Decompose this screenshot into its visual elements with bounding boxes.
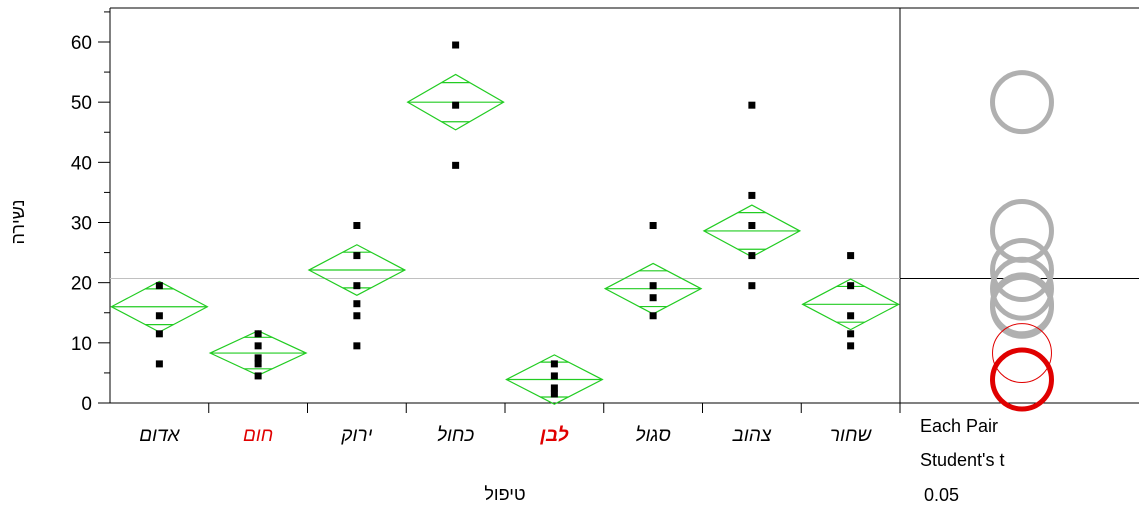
comparison-circle xyxy=(990,238,1054,303)
y-tick-label: 40 xyxy=(71,153,92,174)
means-diamonds xyxy=(110,73,900,405)
data-point xyxy=(748,252,756,260)
means-diamond xyxy=(307,244,407,296)
data-point xyxy=(353,282,361,290)
data-point xyxy=(550,360,558,368)
data-point xyxy=(254,342,262,350)
category-label: שחור xyxy=(830,425,873,446)
data-point xyxy=(254,372,262,380)
data-point xyxy=(748,282,756,290)
data-point xyxy=(649,312,657,320)
data-point xyxy=(550,384,558,392)
data-point xyxy=(254,354,262,362)
means-diamond xyxy=(702,204,802,258)
data-point xyxy=(353,312,361,320)
y-tick-label: 20 xyxy=(71,274,92,295)
x-axis: אדום חום ירוק כחול לבן סגול צהוב שחור xyxy=(139,403,901,446)
data-point xyxy=(847,252,855,260)
category-label: צהוב xyxy=(732,425,772,446)
comparison-circles xyxy=(990,70,1054,412)
data-point xyxy=(748,101,756,109)
y-tick-label: 30 xyxy=(71,214,92,235)
side-label-students-t: Student's t xyxy=(920,450,1005,470)
data-point xyxy=(847,342,855,350)
y-tick-label: 50 xyxy=(71,93,92,114)
data-point xyxy=(649,222,657,230)
data-point xyxy=(847,330,855,338)
data-point xyxy=(452,161,460,169)
comparison-circle xyxy=(990,274,1054,339)
data-point xyxy=(649,282,657,290)
data-point xyxy=(550,372,558,380)
data-point xyxy=(649,294,657,302)
data-point xyxy=(254,360,262,368)
data-point xyxy=(353,300,361,308)
category-label: סגול xyxy=(635,425,671,446)
data-point xyxy=(353,342,361,350)
data-point xyxy=(353,222,361,230)
data-point xyxy=(748,191,756,199)
y-axis: 0 10 20 30 40 50 60 xyxy=(71,11,110,415)
data-point xyxy=(550,390,558,398)
data-point xyxy=(748,222,756,230)
data-point xyxy=(353,252,361,260)
y-axis-title: נשירה xyxy=(8,200,28,245)
data-point xyxy=(452,101,460,109)
data-point xyxy=(155,330,163,338)
category-label: חום xyxy=(243,425,273,446)
data-point xyxy=(452,41,460,49)
comparison-circle xyxy=(990,347,1054,412)
side-label-each-pair: Each Pair xyxy=(920,416,998,436)
data-point xyxy=(847,312,855,320)
x-axis-title: טיפול xyxy=(484,484,525,504)
data-points xyxy=(155,41,855,398)
y-tick-label: 10 xyxy=(71,334,92,355)
data-point xyxy=(155,360,163,368)
y-tick-label: 60 xyxy=(71,33,92,54)
data-point xyxy=(847,282,855,290)
plot-frame xyxy=(109,7,1139,404)
side-label-alpha: 0.05 xyxy=(924,485,959,505)
category-label: לבן xyxy=(539,425,569,446)
data-point xyxy=(155,282,163,290)
category-label: אדום xyxy=(139,425,180,446)
comparison-circle xyxy=(990,70,1054,135)
comparison-circle xyxy=(992,323,1052,384)
category-label: כחול xyxy=(437,425,475,446)
y-tick-label: 0 xyxy=(81,394,92,415)
data-point xyxy=(254,330,262,338)
means-diamond xyxy=(208,330,308,376)
data-point xyxy=(155,312,163,320)
comparison-circle xyxy=(990,256,1054,321)
category-label: ירוק xyxy=(340,425,372,446)
